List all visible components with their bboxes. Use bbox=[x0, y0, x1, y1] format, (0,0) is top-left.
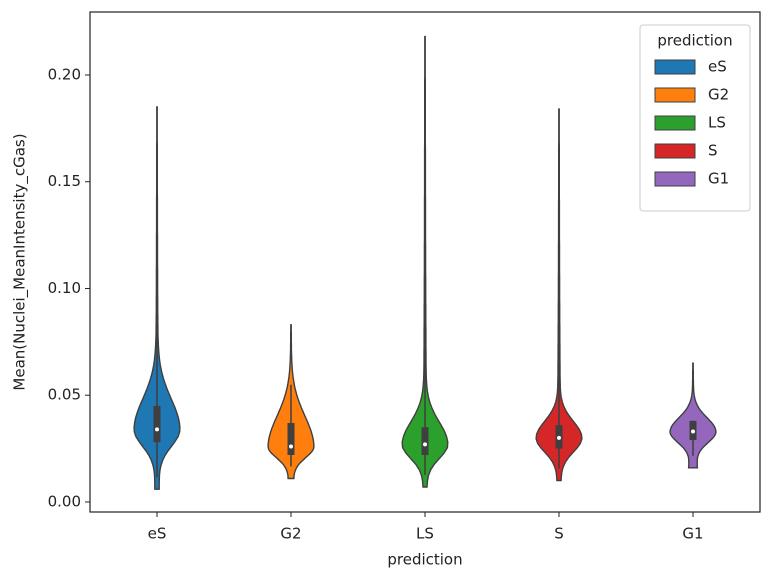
legend-title: prediction bbox=[657, 32, 732, 50]
median bbox=[423, 442, 427, 447]
y-tick-label: 0.05 bbox=[48, 386, 81, 404]
median bbox=[557, 435, 561, 440]
y-tick-label: 0.10 bbox=[48, 279, 81, 297]
violin-body bbox=[669, 362, 717, 469]
legend-swatch bbox=[654, 87, 696, 103]
legend-label: G1 bbox=[708, 170, 729, 188]
y-tick-label: 0.15 bbox=[48, 172, 81, 190]
x-axis-label: prediction bbox=[387, 551, 462, 569]
y-tick-label: 0.20 bbox=[48, 65, 81, 83]
median bbox=[155, 427, 159, 432]
x-tick-label: LS bbox=[416, 525, 434, 543]
y-tick-label: 0.00 bbox=[48, 492, 81, 510]
box bbox=[421, 427, 429, 455]
legend-swatch bbox=[654, 171, 696, 187]
legend-swatch bbox=[654, 143, 696, 159]
legend-label: LS bbox=[708, 114, 726, 132]
median bbox=[691, 429, 695, 434]
box bbox=[153, 405, 161, 443]
median bbox=[289, 444, 293, 449]
x-tick-label: S bbox=[554, 525, 564, 543]
box bbox=[287, 422, 295, 455]
legend-label: eS bbox=[708, 58, 727, 76]
x-tick-label: eS bbox=[148, 525, 167, 543]
x-tick-label: G1 bbox=[682, 525, 703, 543]
x-tick-label: G2 bbox=[280, 525, 301, 543]
legend-swatch bbox=[654, 59, 696, 75]
legend-label: G2 bbox=[708, 86, 729, 104]
y-axis-label: Mean(Nuclei_MeanIntensity_cGas) bbox=[11, 133, 30, 390]
legend-label: S bbox=[708, 142, 718, 160]
legend-swatch bbox=[654, 115, 696, 131]
